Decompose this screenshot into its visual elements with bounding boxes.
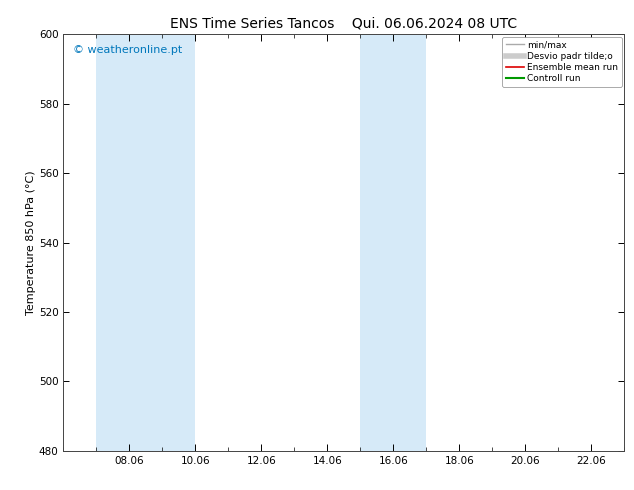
- Title: ENS Time Series Tancos    Qui. 06.06.2024 08 UTC: ENS Time Series Tancos Qui. 06.06.2024 0…: [171, 16, 517, 30]
- Legend: min/max, Desvio padr tilde;o, Ensemble mean run, Controll run: min/max, Desvio padr tilde;o, Ensemble m…: [502, 37, 622, 87]
- Y-axis label: Temperature 850 hPa (°C): Temperature 850 hPa (°C): [26, 170, 36, 315]
- Bar: [361, 34, 427, 451]
- Text: © weatheronline.pt: © weatheronline.pt: [74, 45, 183, 55]
- Bar: [96, 34, 195, 451]
